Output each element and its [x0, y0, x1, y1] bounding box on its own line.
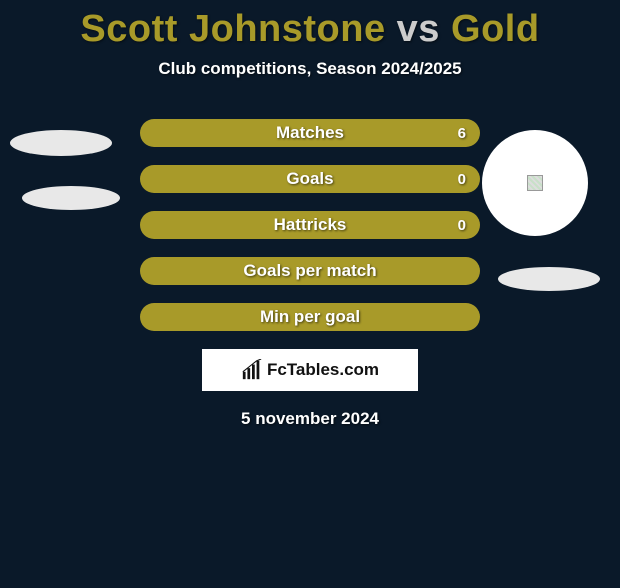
bar-label: Hattricks — [274, 215, 347, 235]
bar-container: Matches 6 — [140, 119, 480, 147]
bar-label: Min per goal — [260, 307, 360, 327]
bar-label: Matches — [276, 123, 344, 143]
player2-name: Gold — [451, 8, 540, 50]
bar-chart-icon — [241, 359, 263, 381]
comparison-chart: Matches 6 Goals 0 Hattricks 0 Goals per match M… — [0, 119, 620, 331]
player1-name: Scott Johnstone — [80, 8, 385, 50]
bar-container: Hattricks 0 — [140, 211, 480, 239]
logo-box: FcTables.com — [202, 349, 418, 391]
bar-label: Goals — [286, 169, 333, 189]
bar-container: Goals per match — [140, 257, 480, 285]
chart-row: Goals per match — [0, 257, 620, 285]
bar-value-right: 6 — [458, 119, 466, 147]
date-label: 5 november 2024 — [0, 409, 620, 429]
subtitle: Club competitions, Season 2024/2025 — [0, 59, 620, 79]
chart-row: Goals 0 — [0, 165, 620, 193]
bar-container: Min per goal — [140, 303, 480, 331]
title-vs: vs — [397, 8, 440, 50]
logo-text: FcTables.com — [267, 360, 379, 380]
chart-row: Min per goal — [0, 303, 620, 331]
bar-value-right: 0 — [458, 165, 466, 193]
bar-container: Goals 0 — [140, 165, 480, 193]
bar-value-right: 0 — [458, 211, 466, 239]
chart-row: Matches 6 — [0, 119, 620, 147]
chart-row: Hattricks 0 — [0, 211, 620, 239]
page-title: Scott Johnstone vs Gold — [0, 8, 620, 51]
bar-label: Goals per match — [243, 261, 376, 281]
